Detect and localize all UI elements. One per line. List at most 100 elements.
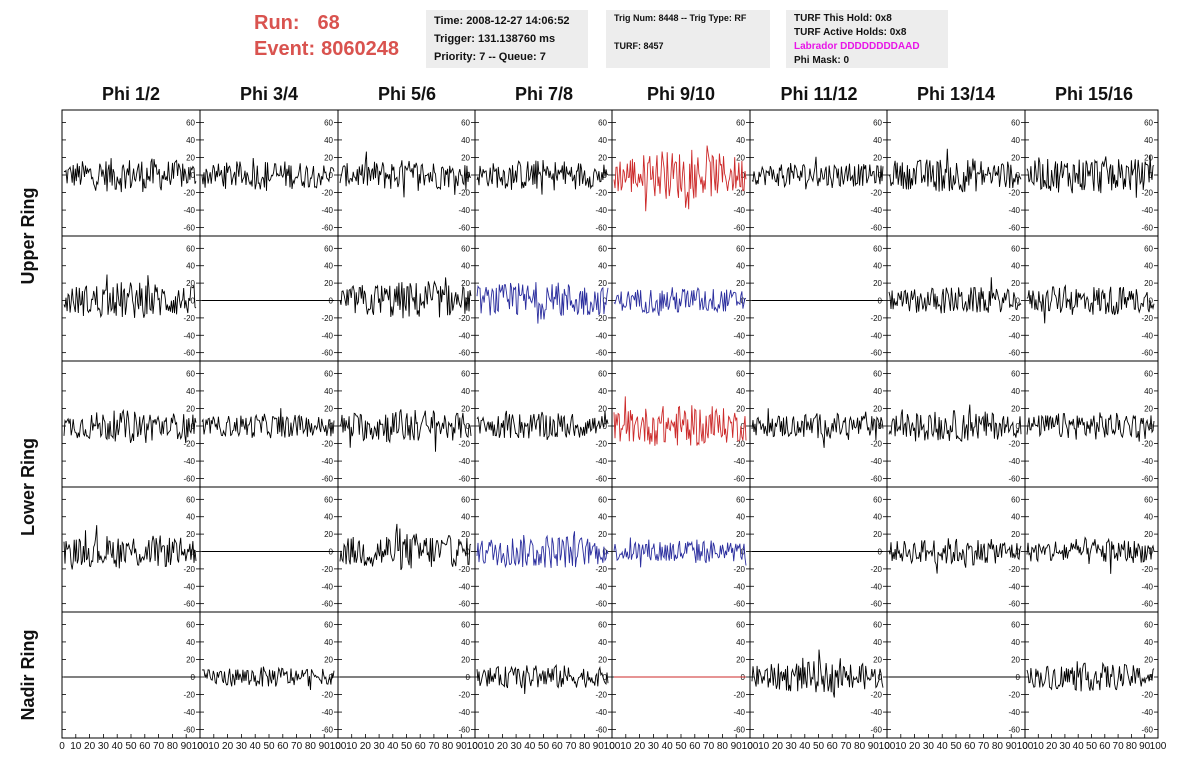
y-tick-label: -20	[870, 189, 882, 198]
y-tick-label: 0	[1016, 422, 1021, 431]
panel-frame	[61, 611, 201, 739]
y-tick-label: -60	[458, 475, 470, 484]
y-tick-label: 20	[736, 655, 745, 664]
y-tick-label: 20	[873, 404, 882, 413]
waveform-trace	[339, 409, 472, 452]
x-tick-label: 0	[609, 741, 615, 752]
y-tick-label: 60	[598, 244, 607, 253]
x-tick-label: 20	[222, 741, 234, 752]
panel-frame	[61, 109, 201, 237]
y-tick-label: 20	[598, 655, 607, 664]
waveform-trace	[201, 408, 335, 439]
y-tick-label: 40	[1011, 513, 1020, 522]
y-tick-label: 0	[466, 422, 471, 431]
y-tick-label: -60	[183, 475, 195, 484]
y-tick-label: 40	[1144, 638, 1153, 647]
y-tick-label: -20	[321, 565, 333, 574]
x-tick-label: 70	[291, 741, 303, 752]
x-tick-label: 60	[552, 741, 564, 752]
y-tick-label: -20	[1141, 565, 1153, 574]
y-tick-label: 60	[598, 620, 607, 629]
y-tick-label: 60	[324, 118, 333, 127]
y-tick-label: 0	[1016, 297, 1021, 306]
x-tick-label: 40	[799, 741, 811, 752]
y-tick-label: 60	[736, 369, 745, 378]
y-tick-label: -60	[733, 349, 745, 358]
run-number: Run: 68	[254, 12, 340, 34]
x-tick-label: 10	[895, 741, 907, 752]
waveform-trace	[751, 156, 884, 190]
y-tick-label: 20	[1144, 655, 1153, 664]
y-tick-label: 20	[1144, 279, 1153, 288]
x-tick-label: 40	[937, 741, 949, 752]
y-tick-label: 40	[461, 387, 470, 396]
phi-header: Phi 13/14	[916, 84, 996, 104]
x-tick-label: 70	[565, 741, 577, 752]
y-tick-label: -40	[1141, 331, 1153, 340]
y-tick-label: -20	[595, 189, 607, 198]
phi-header: Phi 1/2	[101, 84, 161, 104]
y-tick-label: -40	[1008, 457, 1020, 466]
y-tick-label: -40	[1141, 708, 1153, 717]
y-tick-label: 20	[873, 655, 882, 664]
waveform-trace	[63, 274, 197, 319]
y-tick-label: -40	[1008, 331, 1020, 340]
y-tick-label: 60	[873, 118, 882, 127]
y-tick-label: -60	[321, 726, 333, 735]
phi-header: Phi 9/10	[646, 84, 716, 104]
x-tick-label: 50	[950, 741, 962, 752]
trigger-line: Trigger: 131.138760 ms	[434, 33, 556, 45]
y-tick-label: 40	[324, 262, 333, 271]
x-tick-label: 90	[456, 741, 468, 752]
y-tick-label: 0	[191, 673, 196, 682]
event-number: Event: 8060248	[254, 38, 399, 60]
panel-frame	[1024, 109, 1159, 237]
y-tick-label: 60	[324, 369, 333, 378]
waveform-trace	[63, 408, 197, 444]
panel-frame	[474, 109, 613, 237]
y-tick-label: -20	[458, 440, 470, 449]
y-tick-label: -40	[183, 708, 195, 717]
x-tick-label: 60	[415, 741, 427, 752]
y-tick-label: 40	[598, 136, 607, 145]
x-tick-label: 80	[442, 741, 454, 752]
y-tick-label: -40	[321, 582, 333, 591]
x-tick-label: 50	[263, 741, 275, 752]
x-tick-label: 40	[112, 741, 124, 752]
waveform-trace	[1026, 412, 1155, 442]
y-tick-label: 60	[873, 244, 882, 253]
labrador-line: Labrador DDDDDDDDAAD	[794, 41, 920, 52]
y-tick-label: -40	[321, 457, 333, 466]
y-tick-label: -40	[870, 331, 882, 340]
y-tick-label: -40	[595, 582, 607, 591]
y-tick-label: -60	[458, 726, 470, 735]
y-tick-label: -20	[870, 440, 882, 449]
y-tick-label: -40	[733, 331, 745, 340]
x-tick-label: 40	[250, 741, 262, 752]
y-tick-label: 40	[186, 262, 195, 271]
y-tick-label: -40	[733, 708, 745, 717]
trig-num-line: Trig Num: 8448 -- Trig Type: RF	[614, 13, 747, 23]
y-tick-label: -20	[1008, 314, 1020, 323]
y-tick-label: 20	[324, 279, 333, 288]
x-tick-label: 80	[992, 741, 1004, 752]
x-tick-label: 90	[181, 741, 193, 752]
y-tick-label: -60	[1008, 224, 1020, 233]
y-tick-label: 40	[1144, 136, 1153, 145]
x-tick-label: 10	[346, 741, 358, 752]
y-tick-label: 40	[736, 387, 745, 396]
turf-hold-line: TURF This Hold: 0x8	[794, 13, 892, 24]
y-tick-label: -40	[458, 457, 470, 466]
y-tick-label: 60	[186, 118, 195, 127]
y-tick-label: 40	[324, 513, 333, 522]
x-tick-label: 0	[335, 741, 341, 752]
x-tick-label: 100	[742, 741, 759, 752]
